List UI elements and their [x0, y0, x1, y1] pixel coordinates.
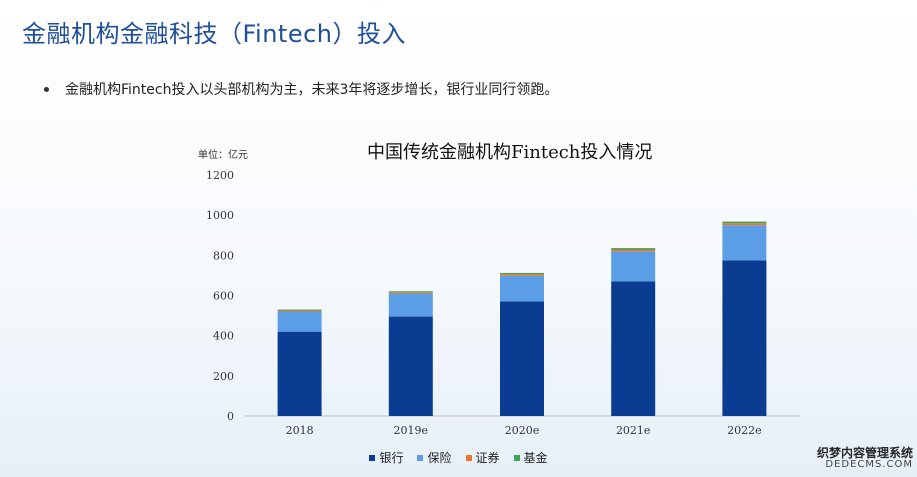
x-tick-label: 2019e [394, 424, 429, 437]
chart-unit-label: 单位：亿元 [198, 150, 248, 161]
legend-swatch [513, 454, 520, 461]
bar-2-series-2 [500, 274, 544, 276]
watermark: 织梦内容管理系统 DEDECMS.COM [817, 447, 913, 471]
bar-1-series-1 [388, 293, 433, 317]
bar-0-series-2 [277, 310, 322, 312]
legend-label: 基金 [523, 451, 548, 465]
y-tick-label: 1000 [206, 209, 234, 222]
legend-label: 证券 [475, 451, 500, 465]
watermark-line2: DEDECMS.COM [825, 459, 913, 470]
chart-title: 中国传统金融机构Fintech投入情况 [367, 142, 653, 163]
bullet-dot [44, 86, 49, 92]
y-tick-label: 0 [227, 410, 234, 423]
chart-legend: 银行 保险 证券 基金 [0, 449, 917, 466]
bullet-point: 金融机构Fintech投入以头部机构为主，未来3年将逐步增长，银行业同行领跑。 [44, 79, 558, 99]
bar-1-series-0 [388, 316, 433, 416]
legend-swatch [465, 454, 472, 461]
bar-3-series-0 [611, 281, 656, 416]
bar-0-series-1 [277, 311, 322, 332]
bar-3-series-2 [611, 249, 656, 252]
bar-3-series-3 [611, 248, 656, 250]
legend-item: 保险 [417, 449, 452, 466]
x-tick-label: 2018 [286, 424, 314, 437]
legend-swatch [417, 454, 424, 461]
legend-item: 证券 [465, 449, 500, 466]
legend-item: 基金 [513, 449, 548, 466]
bar-4-series-0 [722, 260, 767, 416]
bar-2-series-3 [500, 273, 544, 275]
legend-item: 银行 [369, 449, 403, 466]
y-tick-label: 800 [213, 249, 234, 262]
y-tick-label: 400 [213, 330, 234, 343]
x-tick-label: 2021e [616, 424, 651, 437]
y-tick-label: 1200 [206, 169, 234, 182]
bar-1-series-2 [388, 292, 433, 294]
watermark-line1: 织梦内容管理系统 [816, 446, 913, 460]
legend-label: 银行 [379, 451, 404, 465]
page-title: 金融机构金融科技（Fintech）投入 [22, 20, 407, 48]
bullet-text: 金融机构Fintech投入以头部机构为主，未来3年将逐步增长，银行业同行领跑。 [65, 82, 559, 98]
bar-2-series-1 [500, 275, 544, 302]
bar-4-series-3 [722, 221, 767, 224]
bar-3-series-1 [611, 251, 656, 282]
x-tick-label: 2020e [505, 424, 540, 437]
x-tick-label: 2022e [727, 424, 762, 437]
bar-2-series-0 [500, 301, 544, 416]
bar-0-series-0 [277, 331, 322, 416]
legend-swatch [369, 454, 376, 461]
bar-4-series-2 [722, 223, 767, 226]
y-tick-label: 200 [213, 370, 234, 383]
y-tick-label: 600 [213, 290, 234, 303]
bar-4-series-1 [722, 225, 767, 261]
bar-0-series-3 [277, 309, 322, 311]
legend-label: 保险 [427, 451, 452, 465]
bar-1-series-3 [388, 291, 433, 293]
